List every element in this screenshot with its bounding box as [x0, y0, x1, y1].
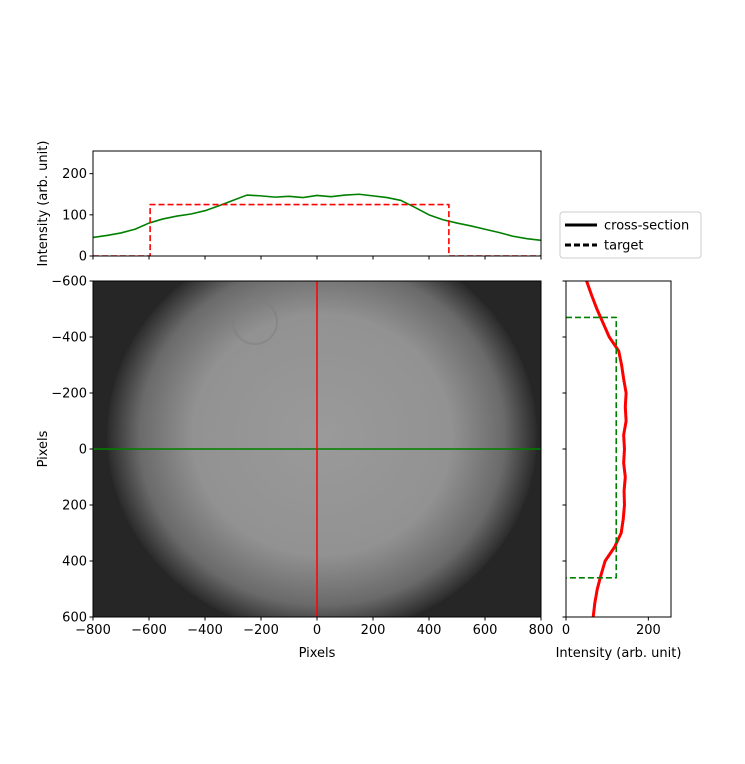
y-tick-label: −600	[51, 275, 87, 290]
y-tick-label: 200	[62, 499, 87, 514]
legend: cross-section target	[559, 211, 702, 259]
y-tick-label: 100	[62, 208, 87, 223]
y-tick-label: 200	[62, 167, 87, 182]
x-tick-label: 0	[562, 623, 570, 638]
x-axis-label: Pixels	[299, 646, 336, 661]
series-line	[93, 203, 541, 256]
x-tick-label: −600	[131, 623, 167, 638]
y-axis-label: Pixels	[36, 430, 51, 467]
x-tick-label: 800	[529, 623, 554, 638]
x-tick-label: −800	[75, 623, 111, 638]
y-tick-label: −400	[51, 331, 87, 346]
x-tick-label: 200	[636, 623, 661, 638]
x-tick-label: −400	[187, 623, 223, 638]
y-axis-label: Intensity (arb. unit)	[36, 141, 51, 267]
x-axis-label: Intensity (arb. unit)	[556, 646, 682, 661]
plot-area	[93, 193, 541, 256]
legend-label: target	[604, 239, 644, 254]
y-tick-label: 0	[79, 250, 87, 265]
legend-label: cross-section	[604, 219, 689, 234]
y-tick-label: 600	[62, 611, 87, 626]
x-tick-label: 200	[361, 623, 386, 638]
plot-area	[566, 281, 628, 617]
x-tick-label: 0	[313, 623, 321, 638]
y-tick-label: 400	[62, 555, 87, 570]
axes-frame	[565, 280, 672, 618]
y-tick-label: −200	[51, 387, 87, 402]
series-line	[566, 316, 618, 579]
x-tick-label: −200	[243, 623, 279, 638]
series-line	[585, 281, 628, 617]
series-line	[93, 193, 541, 242]
crosshair	[93, 281, 541, 617]
axes-frame	[92, 150, 542, 257]
x-tick-label: 400	[417, 623, 442, 638]
y-tick-label: 0	[79, 443, 87, 458]
x-tick-label: 600	[473, 623, 498, 638]
